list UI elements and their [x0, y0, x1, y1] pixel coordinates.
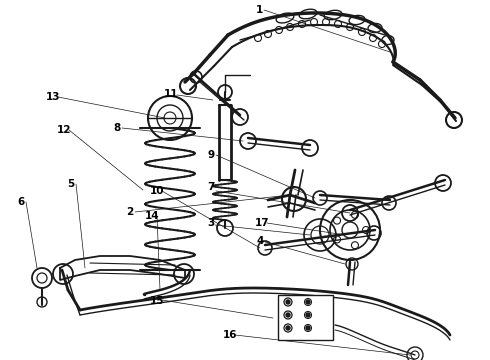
Text: 1: 1 [256, 5, 263, 15]
Text: 7: 7 [207, 182, 215, 192]
Circle shape [306, 300, 310, 304]
Text: 8: 8 [113, 123, 120, 133]
Text: 17: 17 [255, 218, 270, 228]
Text: 11: 11 [164, 89, 179, 99]
Text: 5: 5 [68, 179, 74, 189]
Circle shape [306, 313, 310, 317]
Circle shape [286, 326, 290, 330]
Circle shape [306, 326, 310, 330]
Text: 6: 6 [17, 197, 24, 207]
Text: 4: 4 [256, 236, 264, 246]
Bar [278, 295, 333, 340]
Circle shape [286, 313, 290, 317]
Text: 12: 12 [56, 125, 71, 135]
Text: 16: 16 [223, 330, 238, 340]
Text: 13: 13 [46, 92, 60, 102]
Text: 9: 9 [207, 150, 214, 160]
Text: 15: 15 [149, 296, 164, 306]
Text: 2: 2 [126, 207, 133, 217]
Text: 3: 3 [207, 218, 214, 228]
Circle shape [286, 300, 290, 304]
Text: 14: 14 [145, 211, 159, 221]
Text: 10: 10 [149, 186, 164, 196]
